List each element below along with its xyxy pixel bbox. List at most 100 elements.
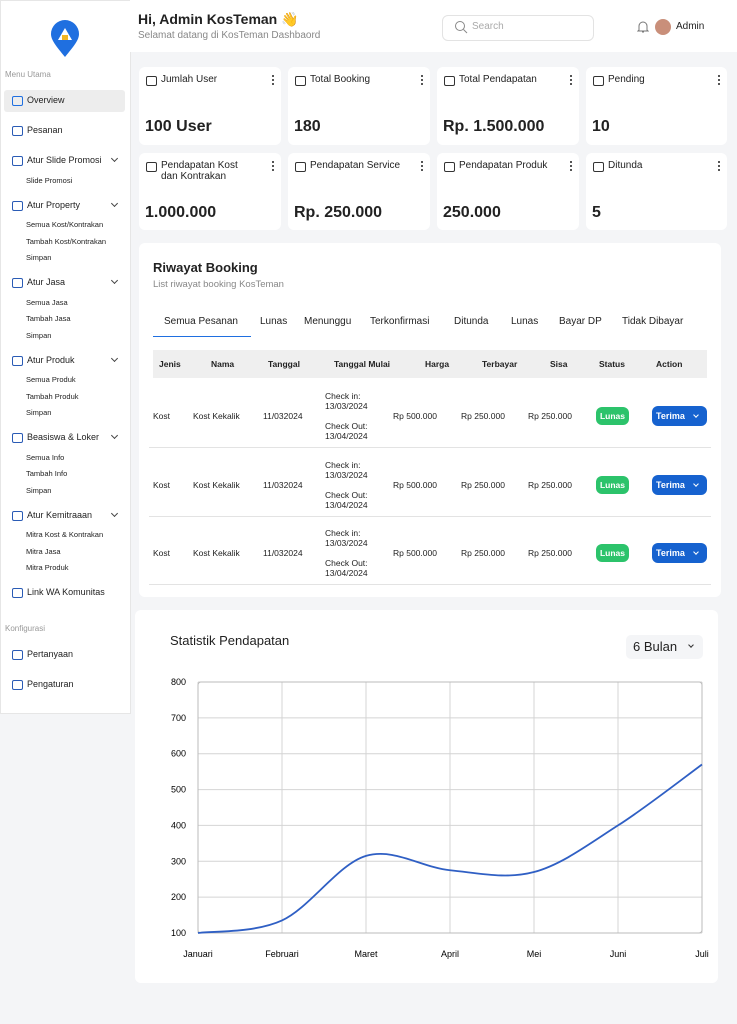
stat-menu[interactable] [421, 75, 425, 85]
table-cell: Rp 500.000 [393, 411, 437, 421]
icon [444, 76, 455, 86]
table-cell: Rp 250.000 [461, 411, 505, 421]
nav-item[interactable]: Pertanyaan [27, 649, 74, 659]
stat-value: 1.000.000 [145, 204, 217, 221]
nav-subitem[interactable]: Slide Promosi [26, 175, 73, 185]
y-tick-label: 500 [171, 785, 186, 795]
stat-card [288, 67, 430, 145]
icon [12, 510, 23, 521]
stat-menu[interactable] [272, 75, 276, 85]
stat-menu[interactable] [718, 75, 722, 85]
nav-subitem[interactable]: Simpan [26, 485, 52, 495]
tab[interactable]: Bayar DP [559, 316, 602, 327]
nav-subitem[interactable]: Mitra Produk [26, 563, 69, 572]
x-tick-label: Maret [354, 949, 378, 959]
x-tick-label: Mei [527, 949, 542, 959]
nav-subitem[interactable]: Tambah Jasa [26, 314, 71, 323]
nav-item[interactable]: Pengaturan [27, 679, 74, 689]
y-tick-label: 300 [171, 856, 186, 866]
table-cell: Check Out: [325, 489, 368, 500]
stat-label: Pending [608, 74, 645, 85]
booking-subtitle: List riwayat booking KosTeman [153, 279, 284, 290]
bell-icon[interactable] [637, 20, 649, 34]
table-cell: Check in: [325, 459, 361, 470]
stat-card [437, 153, 579, 230]
y-tick-label: 400 [171, 820, 186, 830]
nav-item[interactable]: Atur Slide Promosi [27, 155, 102, 165]
stat-menu[interactable] [272, 161, 276, 171]
nav-item[interactable]: Beasiswa & Loker [27, 432, 100, 442]
nav-item[interactable]: Atur Jasa [27, 277, 66, 287]
nav-item[interactable]: Pesanan [27, 125, 63, 135]
icon [12, 588, 23, 598]
nav-subitem[interactable]: Mitra Kost & Kontrakan [26, 530, 104, 539]
nav-subitem[interactable]: Mitra Jasa [26, 546, 61, 556]
section-title: Konfigurasi [5, 624, 46, 633]
chart-title: Statistik Pendapatan [170, 633, 290, 648]
nav-item[interactable]: Link WA Komunitas [27, 587, 105, 597]
x-tick-label: Juni [610, 949, 627, 959]
stat-menu[interactable] [570, 75, 574, 85]
column-header: Action [656, 359, 683, 369]
period-dropdown[interactable]: 6 Bulan [626, 635, 703, 659]
nav-item[interactable]: Atur Produk [27, 354, 75, 365]
stat-menu[interactable] [718, 161, 722, 171]
avatar[interactable] [655, 19, 671, 35]
nav-subitem[interactable]: Semua Info [26, 452, 65, 462]
nav-item[interactable]: Atur Property [27, 199, 81, 210]
table-header-bg [153, 350, 707, 378]
nav-item[interactable]: Overview [27, 95, 65, 105]
column-header: Terbayar [482, 359, 518, 369]
table-cell: Kost [153, 479, 171, 490]
stat-menu[interactable] [570, 161, 574, 171]
stat-value: 100 User [145, 118, 212, 135]
tab[interactable]: Tidak Dibayar [622, 316, 684, 327]
chart: 100 200 300 400 500 600 700 800 Januari Februari M… [171, 677, 709, 959]
nav-subitem[interactable]: Tambah Info [26, 469, 68, 478]
tab[interactable]: Terkonfirmasi [370, 316, 430, 327]
stat-label: Total Booking [310, 74, 371, 85]
icon [295, 76, 306, 86]
section-title: Menu Utama [5, 70, 51, 79]
x-tick-label: Februari [265, 949, 299, 959]
action-button[interactable]: Terima [652, 406, 707, 426]
table-cell: Rp 500.000 [393, 479, 437, 490]
greeting: Hi, Admin KosTeman 👋 [138, 11, 299, 27]
nav-subitem[interactable]: Semua Kost/Kontrakan [26, 220, 104, 229]
nav-subitem[interactable]: Tambah Kost/Kontrakan [26, 236, 107, 246]
table-cell: Kost [153, 411, 171, 421]
search-placeholder: Search [472, 21, 504, 32]
stat-card [139, 153, 281, 230]
action-button[interactable]: Terima [652, 474, 707, 495]
tab[interactable]: Lunas [260, 316, 288, 327]
table-cell: 13/03/2024 [325, 538, 368, 548]
stat-card [288, 153, 430, 230]
tab[interactable]: Lunas [511, 316, 539, 327]
table-cell: Check Out: [325, 421, 368, 431]
nav-subitem[interactable]: Simpan [26, 408, 52, 417]
tab[interactable]: Ditunda [454, 316, 489, 327]
icon [12, 278, 23, 288]
table-cell: Rp 250.000 [528, 479, 572, 490]
y-tick-label: 100 [171, 928, 186, 938]
nav-item[interactable]: Atur Kemitraaan [27, 509, 93, 520]
stat-card [586, 67, 727, 145]
stat-label: Pendapatan Kost dan Kontrakan [161, 160, 238, 182]
tab[interactable]: Menunggu [304, 316, 352, 327]
nav-subitem[interactable]: Simpan [26, 330, 52, 340]
stat-value: Rp. 250.000 [294, 204, 383, 221]
nav-subitem[interactable]: Tambah Produk [26, 391, 79, 401]
tab[interactable]: Semua Pesanan [164, 316, 238, 327]
status-badge: Lunas [596, 544, 629, 562]
nav-subitem[interactable]: Semua Jasa [26, 297, 68, 307]
nav-subitem[interactable]: Simpan [26, 253, 52, 262]
stat-label: Pendapatan Produk [459, 160, 548, 171]
stat-menu[interactable] [421, 161, 425, 171]
action-button[interactable]: Terima [652, 543, 707, 563]
nav-subitem[interactable]: Semua Produk [26, 375, 76, 384]
tab-underline [153, 336, 251, 337]
stat-card [437, 67, 579, 145]
search-box[interactable] [442, 15, 594, 41]
y-tick-label: 800 [171, 677, 186, 687]
